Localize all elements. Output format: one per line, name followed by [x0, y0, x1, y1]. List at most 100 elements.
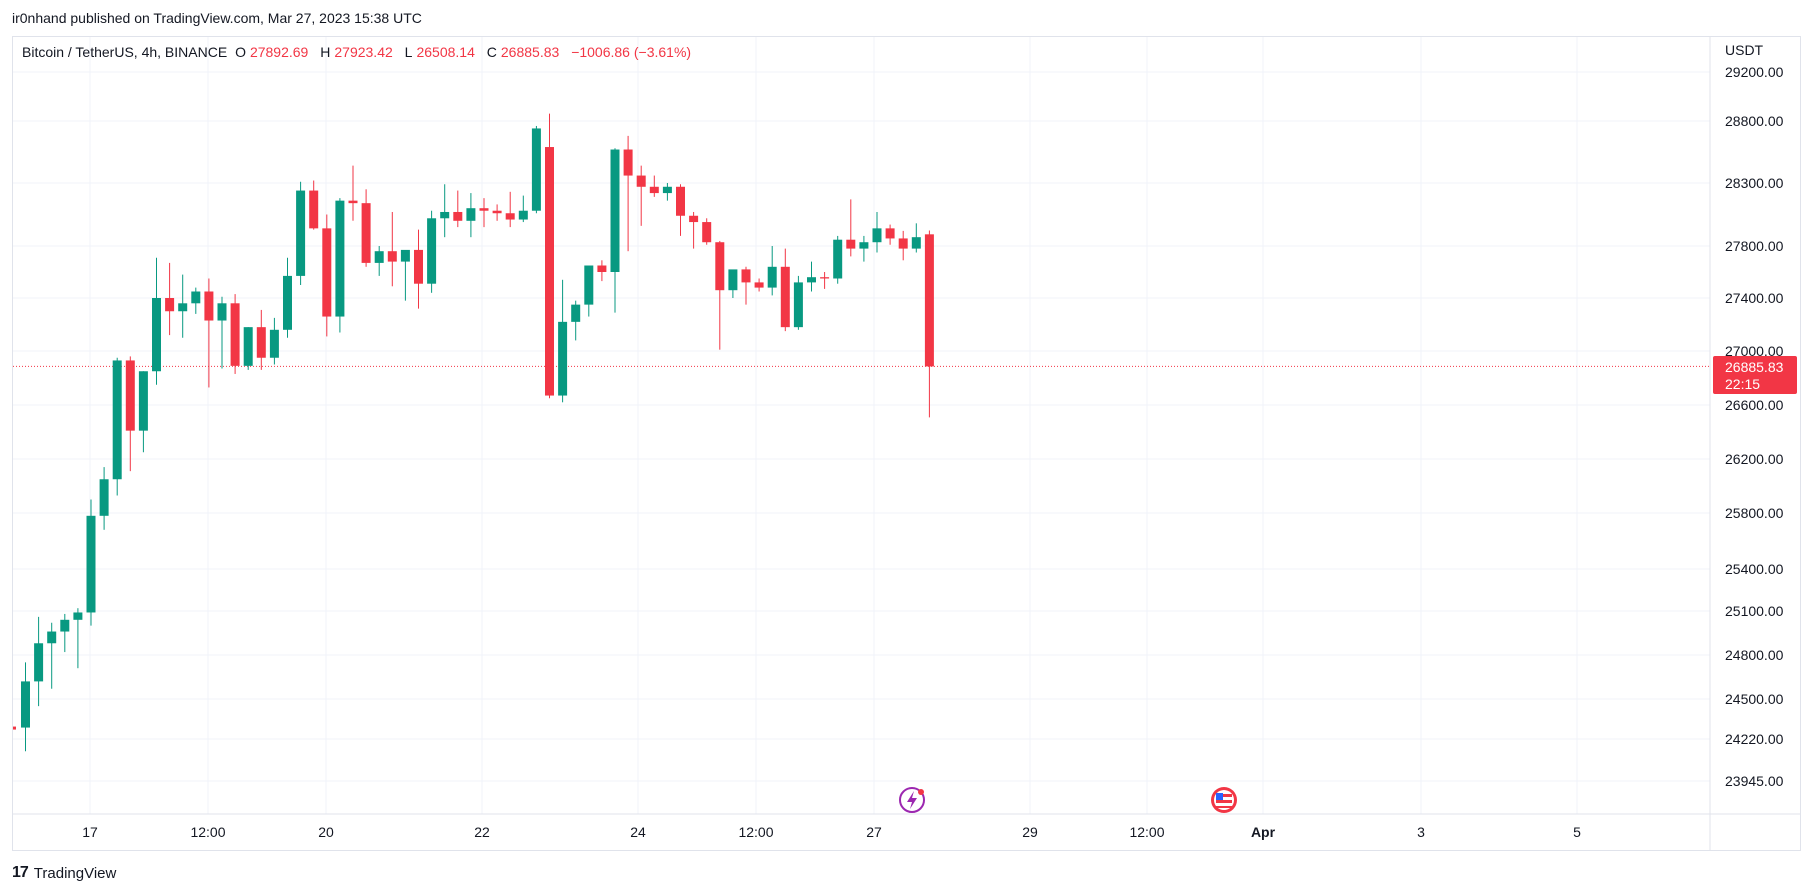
- y-tick-label: 24500.00: [1725, 691, 1784, 707]
- candle[interactable]: [689, 211, 699, 249]
- candle[interactable]: [60, 613, 70, 653]
- tradingview-footer[interactable]: 17 TradingView: [12, 864, 116, 882]
- candle[interactable]: [741, 266, 751, 305]
- candle-body: [217, 303, 227, 321]
- candle[interactable]: [138, 371, 148, 453]
- candle[interactable]: [283, 257, 292, 338]
- x-tick-label: 24: [630, 824, 646, 840]
- candle[interactable]: [178, 274, 188, 338]
- candle[interactable]: [86, 499, 96, 626]
- lightning-event-icon[interactable]: [899, 787, 925, 813]
- candle[interactable]: [453, 190, 463, 228]
- candle-body: [348, 200, 358, 204]
- candle[interactable]: [662, 183, 672, 201]
- candle[interactable]: [361, 189, 371, 267]
- candle[interactable]: [230, 294, 240, 374]
- candle[interactable]: [374, 246, 384, 276]
- candle[interactable]: [807, 261, 816, 292]
- candle[interactable]: [571, 300, 581, 341]
- candle[interactable]: [479, 198, 489, 228]
- y-tick-label: 25400.00: [1725, 561, 1784, 577]
- candle[interactable]: [793, 275, 803, 330]
- candle[interactable]: [217, 296, 227, 369]
- candle[interactable]: [21, 662, 30, 752]
- candle[interactable]: [492, 204, 502, 221]
- symbol-label[interactable]: Bitcoin / TetherUS, 4h, BINANCE: [22, 44, 228, 60]
- candle[interactable]: [702, 218, 712, 245]
- publisher-header: ir0nhand published on TradingView.com, M…: [12, 10, 422, 26]
- candle-body: [387, 251, 397, 262]
- x-tick-label: 27: [866, 824, 882, 840]
- candle[interactable]: [846, 199, 856, 257]
- candle[interactable]: [623, 135, 633, 252]
- candle[interactable]: [47, 622, 57, 689]
- candle[interactable]: [898, 230, 908, 261]
- candle-body: [283, 275, 292, 330]
- candle[interactable]: [531, 125, 541, 214]
- chart-frame: [12, 36, 1801, 851]
- open-value: 27892.69: [249, 44, 309, 60]
- candle[interactable]: [885, 224, 895, 245]
- candle[interactable]: [545, 113, 554, 399]
- candle[interactable]: [73, 608, 83, 669]
- candle[interactable]: [335, 198, 345, 333]
- candle[interactable]: [414, 229, 423, 309]
- candle[interactable]: [152, 257, 161, 385]
- candle[interactable]: [440, 184, 450, 238]
- candle[interactable]: [112, 357, 122, 496]
- candle-body: [73, 612, 83, 620]
- candle[interactable]: [518, 195, 528, 223]
- candle[interactable]: [833, 235, 843, 284]
- x-tick-label: Apr: [1251, 824, 1276, 840]
- candle-body: [505, 213, 515, 220]
- candle[interactable]: [780, 248, 790, 332]
- last-price-badge: [1713, 356, 1797, 394]
- candle-body: [715, 242, 725, 291]
- candle[interactable]: [296, 181, 306, 285]
- candle[interactable]: [387, 211, 397, 287]
- candle-body: [479, 208, 489, 211]
- high-label: H: [320, 44, 331, 60]
- candle[interactable]: [911, 223, 921, 253]
- candle-body: [165, 298, 175, 312]
- candle[interactable]: [610, 148, 620, 313]
- candle[interactable]: [636, 165, 646, 226]
- candle[interactable]: [597, 260, 607, 282]
- candle[interactable]: [676, 184, 685, 236]
- candle[interactable]: [309, 180, 319, 230]
- candle[interactable]: [767, 246, 777, 296]
- candle[interactable]: [505, 191, 515, 228]
- candle[interactable]: [728, 269, 738, 298]
- candle-body: [859, 242, 869, 249]
- candle[interactable]: [924, 230, 934, 418]
- candle[interactable]: [322, 214, 332, 337]
- candle[interactable]: [872, 211, 882, 253]
- candle[interactable]: [269, 317, 279, 365]
- candle[interactable]: [165, 262, 175, 336]
- candle[interactable]: [466, 193, 476, 238]
- candle[interactable]: [256, 309, 266, 370]
- candle[interactable]: [558, 279, 568, 403]
- candle[interactable]: [191, 287, 201, 314]
- candle[interactable]: [754, 278, 764, 292]
- candle[interactable]: [243, 327, 253, 370]
- candle[interactable]: [125, 356, 135, 472]
- candle[interactable]: [34, 616, 44, 707]
- candle[interactable]: [584, 265, 594, 317]
- candle[interactable]: [859, 235, 869, 262]
- candle[interactable]: [400, 249, 410, 301]
- candle-body: [610, 149, 620, 272]
- us-flag-event-icon[interactable]: [1211, 787, 1237, 813]
- candle-body: [793, 282, 803, 328]
- candle[interactable]: [348, 165, 358, 221]
- candle[interactable]: [99, 467, 109, 530]
- x-tick-label: 3: [1417, 824, 1425, 840]
- candle[interactable]: [820, 272, 830, 289]
- candle[interactable]: [715, 240, 725, 350]
- candle[interactable]: [427, 210, 437, 293]
- candle[interactable]: [649, 175, 659, 197]
- candle-body: [414, 249, 423, 284]
- candle[interactable]: [204, 278, 214, 388]
- low-value: 26508.14: [416, 44, 475, 60]
